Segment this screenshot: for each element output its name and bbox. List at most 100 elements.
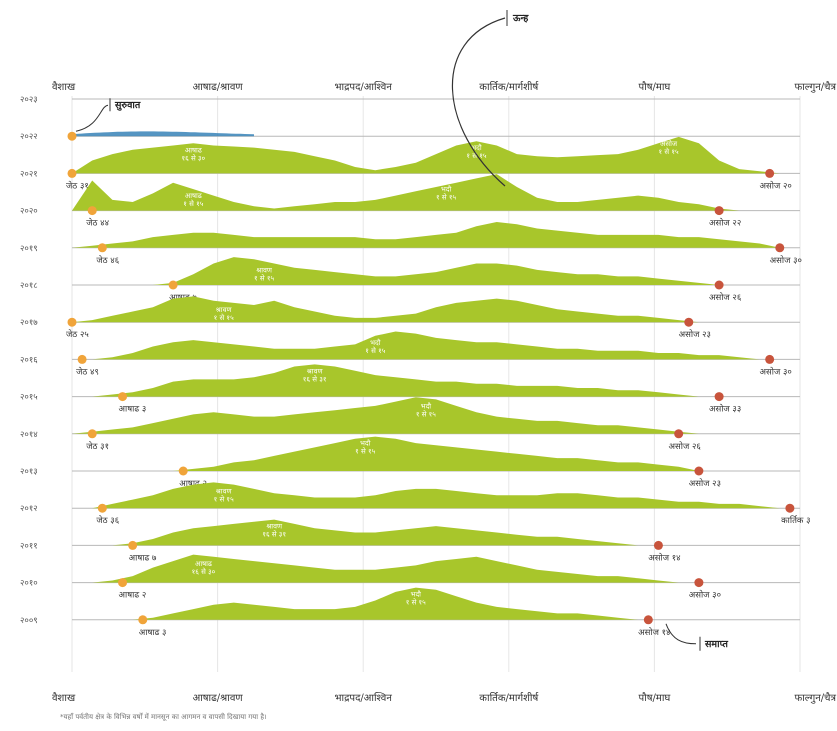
end-label: असोज ३० [770, 255, 802, 266]
monsoon-area [72, 519, 780, 546]
year-row: २०१६ भदौ१ से १५ जेठ ४९ असोज ३० [20, 331, 800, 377]
start-dot [87, 206, 97, 216]
end-dot [714, 392, 724, 402]
start-dot [97, 243, 107, 253]
start-dot [87, 429, 97, 439]
peak-label: भदौ [411, 590, 422, 599]
year-label: २०१४ [20, 430, 38, 440]
end-label: असोज २३ [689, 478, 721, 489]
peak-label: श्रावण [216, 488, 233, 496]
peak-range: १ से १५ [365, 346, 385, 355]
peak-label: भदौ [421, 401, 432, 410]
year-label: २०२० [20, 207, 38, 217]
start-dot [97, 503, 107, 513]
monsoon-area [72, 482, 780, 509]
peak-label: भदौ [370, 338, 381, 347]
peak-label: भदौ [441, 185, 452, 194]
monsoon-area [72, 257, 780, 285]
top-callout-line [451, 17, 506, 187]
monsoon-area [72, 222, 780, 248]
peak-range: १ से १५ [214, 495, 234, 504]
monsoon-area [72, 296, 780, 323]
peak-range: १ से १५ [406, 598, 426, 607]
monsoon-area [72, 174, 780, 211]
year-row: २०२२ [20, 131, 800, 142]
end-label: असोज २६ [669, 441, 702, 452]
year-label: २०२३ [20, 95, 38, 105]
peak-label: आषाढ [195, 560, 213, 568]
end-dot [765, 354, 775, 364]
monsoon-area [72, 587, 780, 620]
year-label: २०१३ [20, 467, 38, 477]
year-row: २००९ भदौ१ से १५ आषाढ ३ असोज १४ [20, 587, 800, 638]
monsoon-area [72, 364, 780, 397]
start-dot [67, 131, 77, 141]
start-label: जेठ ४६ [96, 255, 119, 266]
end-label: असोज १४ [648, 552, 680, 563]
month-label: पौष/माघ [638, 692, 671, 704]
peak-range: १ से १५ [214, 313, 234, 322]
end-label: असोज २२ [709, 218, 741, 229]
start-label: जेठ २५ [66, 329, 89, 340]
end-dot [694, 466, 704, 476]
start-label: जेठ ३६ [96, 515, 119, 526]
start-callout-line [75, 104, 109, 132]
start-dot [128, 540, 138, 550]
start-dot [77, 354, 87, 364]
start-label: जेठ ४९ [76, 366, 99, 377]
year-label: २०१२ [20, 504, 38, 514]
monsoon-area [72, 554, 780, 583]
month-label: भाद्रपद/आश्विन [334, 692, 392, 704]
month-label: वैशाख [52, 692, 76, 704]
year-label: २०१७ [20, 318, 38, 328]
year-label: २०२२ [20, 132, 38, 142]
footnote: *यहाँ पर्वतीय क्षेत्र के विभिन्न वर्षों … [60, 713, 267, 721]
peak-label: श्रावण [266, 523, 283, 531]
end-label: असोज २६ [709, 292, 742, 303]
start-dot [178, 466, 188, 476]
peak-range: १ से १५ [355, 447, 375, 456]
peak-range: १६ से ३१ [303, 374, 327, 383]
end-dot [653, 540, 663, 550]
month-label: कार्तिक/मार्गशीर्ष [479, 692, 539, 704]
year-row: २०१९ जेठ ४६ असोज ३० [20, 222, 802, 266]
annotations: सुरुवात ऊन्ह समाप्त [75, 10, 728, 651]
year-label: २०१८ [20, 281, 38, 291]
end-dot [643, 615, 653, 625]
year-label: २०१५ [20, 393, 38, 403]
end-label: असोज ३३ [709, 404, 741, 415]
peak-range: १ से १५ [416, 409, 436, 418]
year-row: २०१२ श्रावण१ से १५ जेठ ३६ कार्तिक ३ [20, 482, 811, 526]
month-label: कार्तिक/मार्गशीर्ष [479, 81, 539, 93]
year-label: २०१० [20, 579, 38, 589]
end-dot [785, 503, 795, 513]
month-label: आषाढ/श्रावण [193, 82, 244, 93]
peak-label: श्रावण [256, 267, 273, 275]
end-dot [684, 317, 694, 327]
year-label: २००९ [20, 616, 38, 626]
month-label: आषाढ/श्रावण [193, 693, 244, 704]
start-dot [67, 317, 77, 327]
peak-label: भदौ [471, 143, 482, 152]
start-dot [118, 392, 128, 402]
monsoon-area [72, 397, 780, 434]
monsoon-area [72, 331, 780, 360]
end-label: असोज २० [760, 180, 792, 191]
top-month-labels: वैशाख आषाढ/श्रावण भाद्रपद/आश्विन कार्तिक/मा… [52, 81, 836, 93]
year-row: २०१३ भदौ१ से १५ आषाढ २ असोज २३ [20, 436, 800, 489]
peak-label: असोज [660, 139, 678, 148]
month-label: फाल्गुन/चैत्र [795, 692, 837, 704]
current-year-area [72, 131, 254, 137]
year-row: २०१७ श्रावण१ से १५ जेठ २५ असोज २३ [20, 296, 800, 340]
start-label: जेठ ४४ [86, 218, 109, 229]
top-annotation: ऊन्ह [512, 13, 529, 24]
peak-label: श्रावण [307, 367, 324, 375]
end-label: असोज २३ [679, 329, 711, 340]
monsoon-area [72, 136, 780, 174]
